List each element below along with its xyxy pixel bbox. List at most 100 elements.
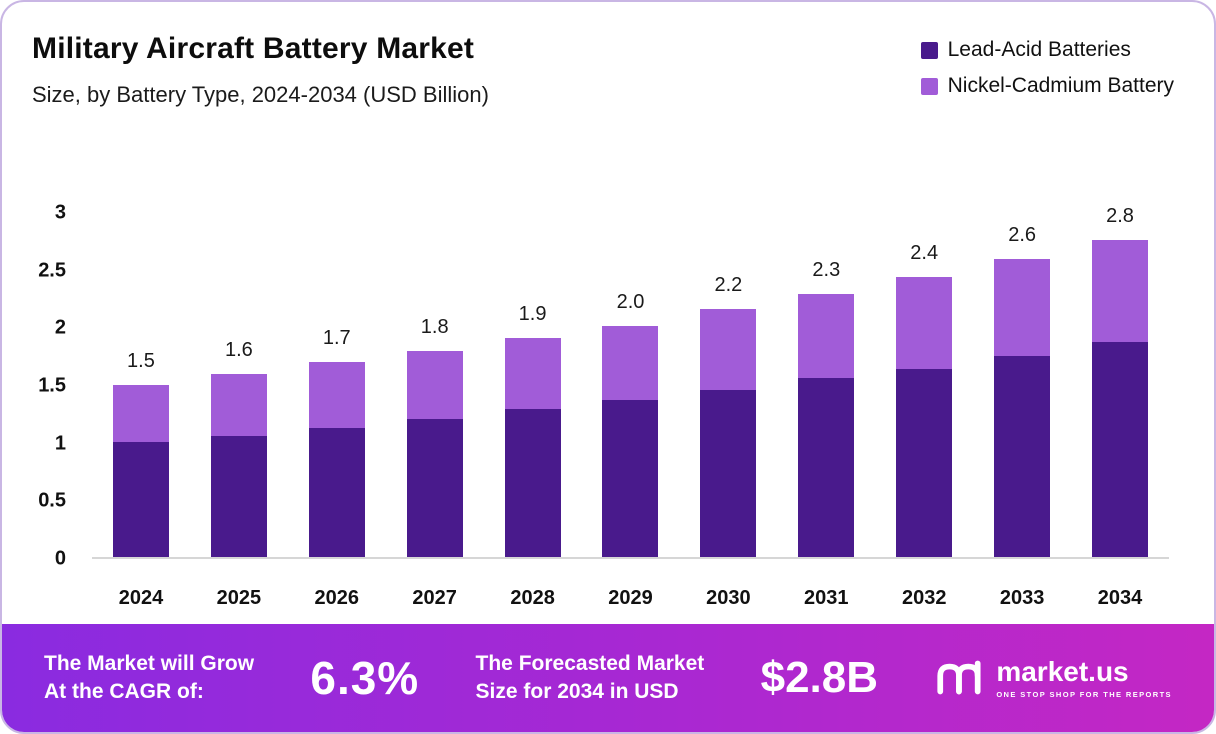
bar-total-label: 2.2 <box>714 274 743 297</box>
x-axis: 2024 2025 2026 2027 2028 2029 2030 2031 2032 2033… <box>92 587 1169 610</box>
x-tick-label-2025: 2025 <box>216 587 262 609</box>
bar-stack <box>994 259 1051 557</box>
x-tick-label-2027: 2027 <box>412 587 457 609</box>
brand-name: market.us <box>996 655 1129 687</box>
title-block: Military Aircraft Battery Market Size, b… <box>32 32 489 108</box>
page-title: Military Aircraft Battery Market <box>32 32 475 65</box>
banner-forecast-value: $2.8B <box>760 653 879 702</box>
legend-item-lead-acid: Lead-Acid Batteries <box>920 38 1174 62</box>
x-tick-label-2026: 2026 <box>314 587 360 609</box>
bar-stack <box>798 294 855 557</box>
bar-segment-nickel-cadmium <box>896 276 953 370</box>
bar-segment-nickel-cadmium <box>504 337 561 410</box>
bar-group-2031: 2.3 <box>796 259 856 557</box>
bar-stack <box>504 337 561 557</box>
bar-segment-nickel-cadmium <box>700 309 757 390</box>
bar-segment-lead-acid <box>112 441 169 557</box>
bar-stack <box>896 276 953 557</box>
page-subtitle: Size, by Battery Type, 2024-2034 (USD Bi… <box>32 82 489 107</box>
bar-group-2026: 1.7 <box>307 327 367 557</box>
bar-segment-nickel-cadmium <box>210 373 267 436</box>
y-tick-label: 1 <box>54 432 66 455</box>
x-tick-label-2033: 2033 <box>999 587 1045 609</box>
bar-stack <box>112 385 169 557</box>
bar-group-2030: 2.2 <box>698 274 758 557</box>
x-tick-label-2031: 2031 <box>804 587 849 609</box>
bar-group-2025: 1.6 <box>209 339 269 557</box>
x-tick-label-2024: 2024 <box>118 587 164 609</box>
bar-segment-nickel-cadmium <box>308 362 365 428</box>
bar-segment-lead-acid <box>700 389 757 557</box>
legend: Lead-Acid Batteries Nickel-Cadmium Batte… <box>920 32 1174 98</box>
bar-total-label: 1.8 <box>420 315 449 338</box>
x-tick-label-2032: 2032 <box>901 587 947 609</box>
bar-segment-lead-acid <box>994 356 1051 557</box>
bar-total-label: 2.4 <box>910 241 939 264</box>
plot-area: 1.5 1.6 1.7 1.8 1.9 2.0 2.2 2.3 2.4 2.6 2.8 <box>92 205 1169 559</box>
bar-total-label: 1.6 <box>224 338 253 361</box>
bar-segment-nickel-cadmium <box>602 326 659 401</box>
y-tick-label: 2.5 <box>38 259 66 282</box>
banner-forecast-caption-line1: The Forecasted Market <box>475 651 705 675</box>
bar-segment-lead-acid <box>406 418 463 557</box>
x-tick-label-2028: 2028 <box>510 587 555 609</box>
bar-group-2027: 1.8 <box>405 316 465 557</box>
bar-stack <box>1092 239 1149 557</box>
banner-cagr-caption: The Market will Grow At the CAGR of: <box>44 650 254 707</box>
banner: The Market will Grow At the CAGR of: 6.3… <box>2 624 1214 732</box>
legend-item-nickel-cadmium: Nickel-Cadmium Battery <box>920 74 1174 98</box>
banner-forecast-caption-line2: Size for 2034 in USD <box>475 680 679 703</box>
bar-group-2033: 2.6 <box>992 224 1052 557</box>
bar-stack <box>602 326 659 557</box>
bar-segment-lead-acid <box>504 409 561 557</box>
bar-total-label: 2.6 <box>1008 224 1037 247</box>
bar-segment-nickel-cadmium <box>994 259 1051 357</box>
bar-segment-lead-acid <box>1092 342 1149 557</box>
bar-total-label: 2.3 <box>812 259 841 282</box>
bar-group-2028: 1.9 <box>503 303 563 557</box>
banner-cagr-value: 6.3% <box>310 652 420 704</box>
bar-segment-lead-acid <box>210 435 267 557</box>
bar-total-label: 1.7 <box>322 327 351 350</box>
bars-container: 1.5 1.6 1.7 1.8 1.9 2.0 2.2 2.3 2.4 2.6 2.8 <box>92 205 1169 557</box>
bar-segment-lead-acid <box>602 400 659 557</box>
y-axis: 0 0.5 1 1.5 2 2.5 3 <box>2 202 74 570</box>
bar-stack <box>406 350 463 557</box>
bar-segment-lead-acid <box>308 427 365 557</box>
y-tick-label: 1.5 <box>38 374 66 397</box>
bar-group-2029: 2.0 <box>600 291 660 557</box>
bar-total-label: 2.0 <box>616 291 645 314</box>
y-tick-label: 0.5 <box>38 489 66 512</box>
brand-logo: market.us One Stop Shop For The Reports <box>934 655 1172 699</box>
bar-total-label: 1.5 <box>127 350 155 373</box>
legend-marker-nickel-cadmium-icon <box>920 77 938 95</box>
bar-group-2034: 2.8 <box>1090 205 1150 557</box>
banner-forecast-caption: The Forecasted Market Size for 2034 in U… <box>476 650 705 707</box>
x-tick-label-2034: 2034 <box>1097 587 1143 609</box>
bar-group-2032: 2.4 <box>894 242 954 557</box>
bar-stack <box>700 309 757 557</box>
chart-area: 0 0.5 1 1.5 2 2.5 3 1.5 1.6 1.7 1.8 1.9 2.0 2.2 2.3 2.… <box>2 152 1214 624</box>
bar-stack <box>210 373 267 557</box>
brand-tagline: One Stop Shop For The Reports <box>996 689 1172 699</box>
bar-total-label: 1.9 <box>518 302 547 325</box>
y-tick-label: 0 <box>54 547 66 570</box>
bar-stack <box>308 362 365 557</box>
brand-text: market.us One Stop Shop For The Reports <box>996 655 1172 699</box>
x-tick-label-2029: 2029 <box>608 587 653 609</box>
header: Military Aircraft Battery Market Size, b… <box>2 2 1214 152</box>
bar-segment-lead-acid <box>896 369 953 557</box>
banner-cagr-caption-line2: At the CAGR of: <box>44 680 204 703</box>
banner-cagr-caption-line1: The Market will Grow <box>44 651 255 675</box>
y-tick-label: 3 <box>54 201 66 224</box>
bar-segment-lead-acid <box>798 378 855 557</box>
market-us-m-icon <box>937 660 981 695</box>
legend-marker-lead-acid-icon <box>920 41 938 59</box>
bar-total-label: 2.8 <box>1106 204 1134 227</box>
bar-segment-nickel-cadmium <box>1092 239 1149 343</box>
bar-segment-nickel-cadmium <box>112 385 169 442</box>
x-tick-label-2030: 2030 <box>706 587 751 609</box>
y-tick-label: 2 <box>54 316 66 339</box>
bar-segment-nickel-cadmium <box>406 350 463 419</box>
